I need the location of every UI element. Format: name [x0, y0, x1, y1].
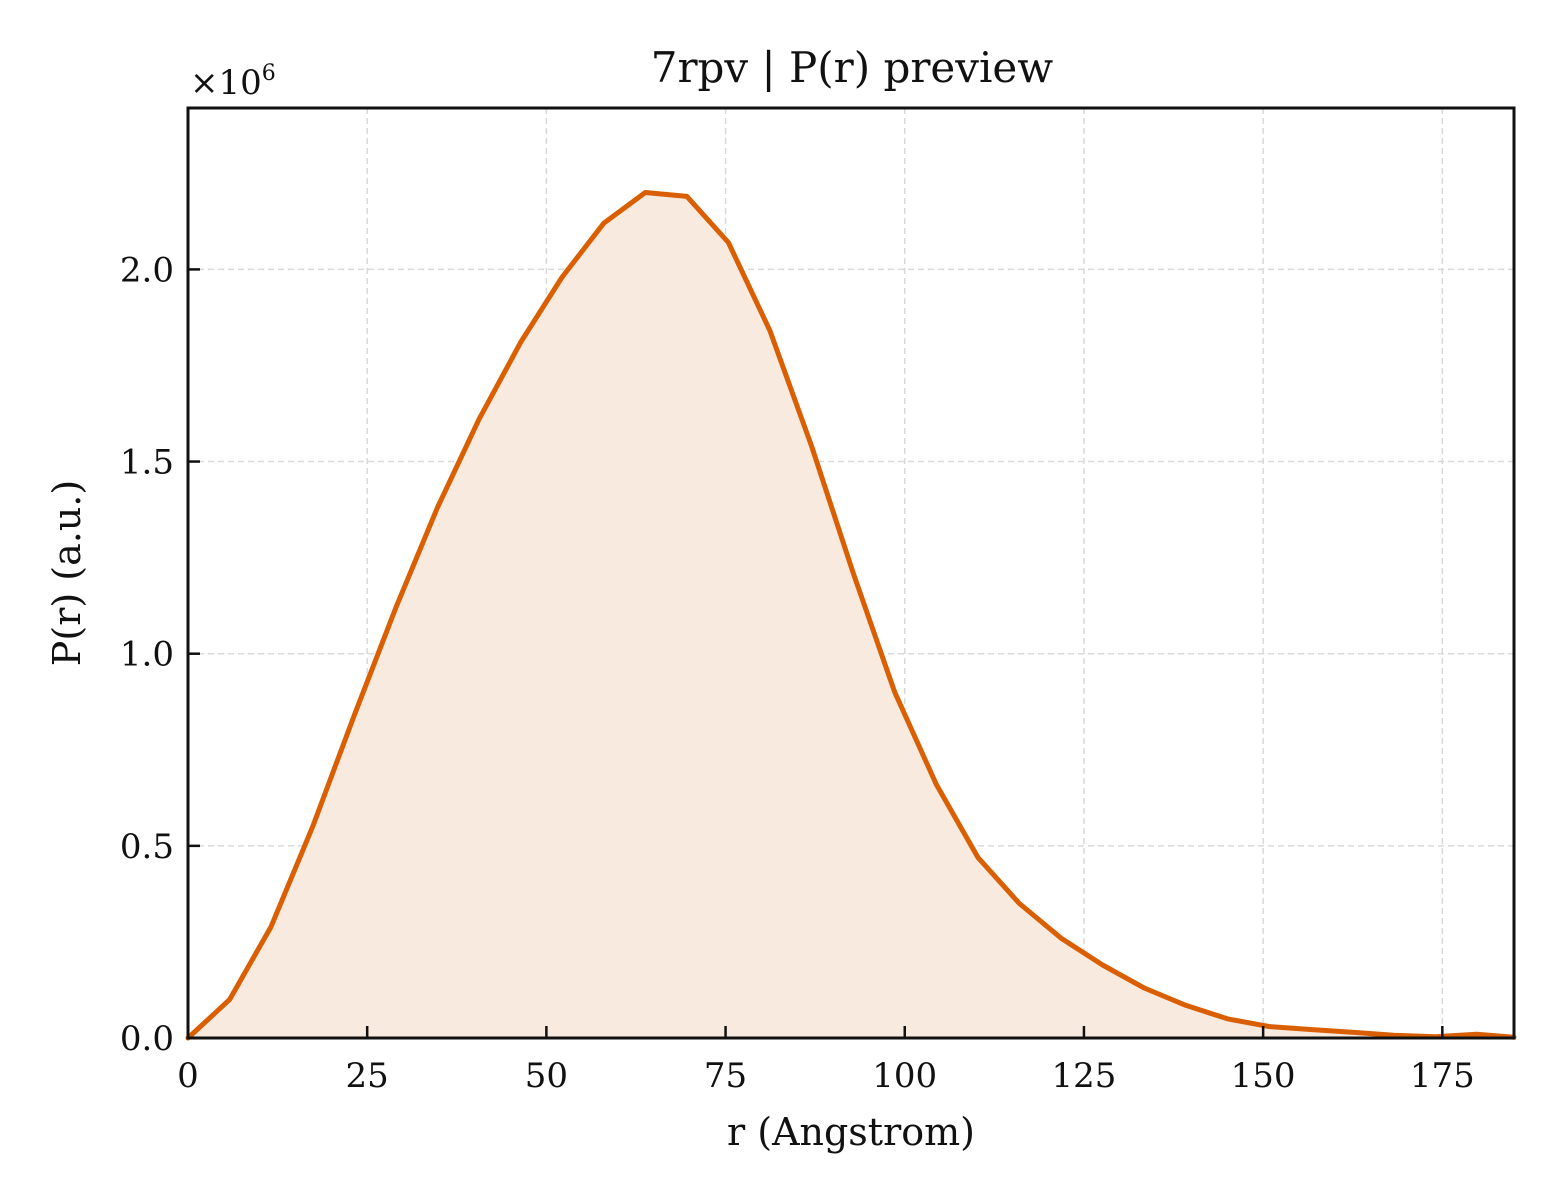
chart-title: 7rpv | P(r) preview: [651, 43, 1054, 92]
x-tick-label: 0: [177, 1056, 199, 1096]
area-under-curve: [188, 192, 1514, 1038]
x-tick-label: 50: [525, 1056, 568, 1096]
y-axis-label: P(r) (a.u.): [45, 480, 89, 666]
x-tick-label: 125: [1051, 1056, 1116, 1096]
x-tick-label: 75: [704, 1056, 747, 1096]
x-tick-label: 175: [1410, 1056, 1475, 1096]
y-tick-label: 2.0: [120, 250, 174, 290]
y-tick-label: 1.5: [120, 443, 174, 483]
x-axis-label: r (Angstrom): [727, 1110, 975, 1154]
plot-frame: [186, 106, 1516, 1040]
x-tick-label: 25: [346, 1056, 389, 1096]
series-line-layer: [185, 190, 1517, 1041]
ticks: 0 25 50 75 100 125 150 175 0.0 0.5 1.0 1.5 2.0: [120, 250, 1475, 1096]
x-tick-label: 150: [1231, 1056, 1296, 1096]
area-fill-layer: [188, 192, 1514, 1038]
y-axis-multiplier: ×106: [190, 61, 276, 103]
y-tick-label: 0.5: [120, 827, 174, 867]
y-axis-multiplier-base: ×10: [190, 63, 262, 103]
y-axis-multiplier-exponent: 6: [262, 61, 276, 86]
series-line: [185, 190, 1517, 1041]
x-tick-label: 100: [872, 1056, 937, 1096]
y-tick-label: 1.0: [120, 635, 174, 675]
y-tick-label: 0.0: [120, 1019, 174, 1059]
